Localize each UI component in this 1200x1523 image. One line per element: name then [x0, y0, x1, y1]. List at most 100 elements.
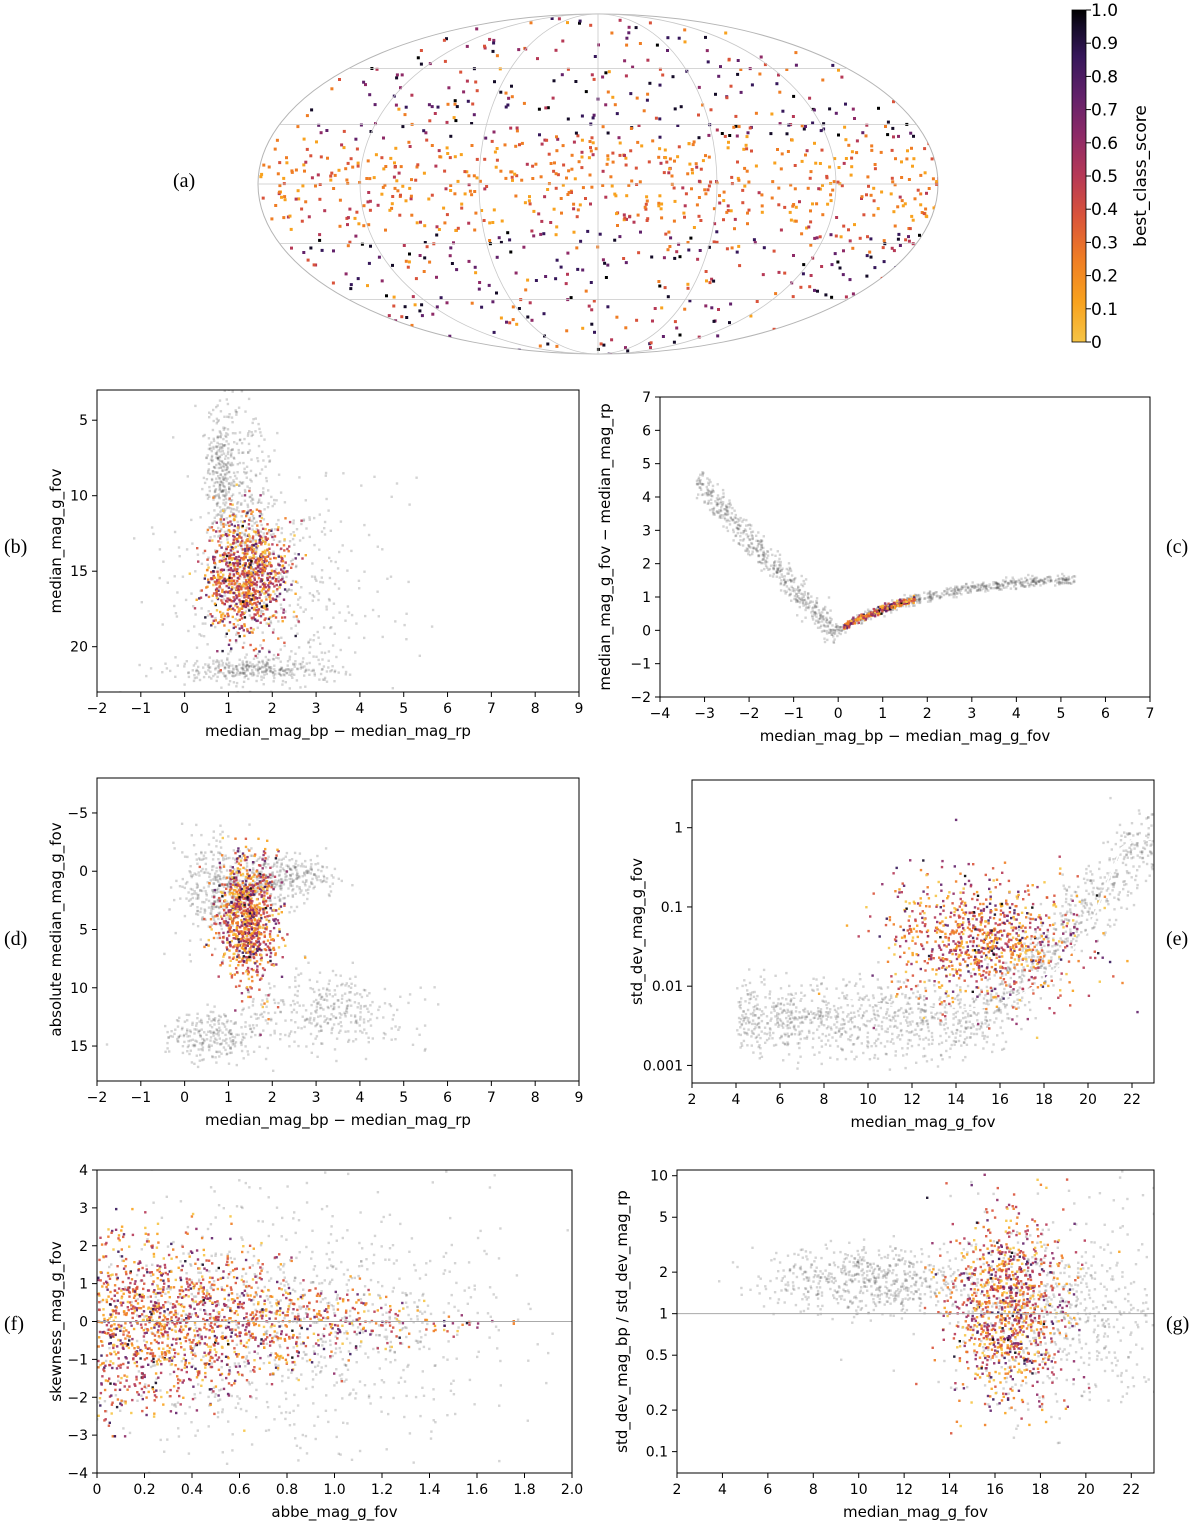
sky-map-point	[342, 129, 346, 133]
sky-map-point	[699, 219, 703, 222]
sky-map-point	[276, 172, 280, 176]
sky-map-point	[755, 300, 759, 303]
highlight-point	[864, 618, 867, 621]
background-point	[310, 669, 313, 673]
sky-map-point	[482, 219, 486, 222]
sky-map-point	[590, 136, 594, 140]
background-point	[195, 873, 198, 876]
background-point	[1038, 580, 1041, 584]
highlight-point	[288, 545, 291, 548]
background-point	[238, 673, 241, 676]
background-point	[228, 485, 231, 489]
background-point	[251, 528, 254, 531]
background-point	[776, 568, 780, 571]
background-point	[219, 435, 222, 438]
highlight-point	[245, 573, 249, 576]
background-point	[752, 546, 756, 549]
highlight-point	[241, 607, 244, 610]
highlight-point	[235, 483, 238, 486]
highlight-point	[215, 587, 219, 590]
background-point	[211, 428, 215, 432]
background-point	[987, 589, 990, 592]
highlight-point	[236, 595, 239, 598]
sky-map-point	[478, 281, 482, 284]
sky-map-point	[410, 323, 414, 327]
background-point	[216, 456, 220, 459]
background-point	[226, 428, 230, 431]
background-point	[201, 622, 204, 625]
background-point	[291, 558, 294, 561]
background-point	[727, 512, 730, 516]
sky-map-point	[760, 193, 764, 197]
sky-map-point	[452, 116, 456, 120]
background-point	[745, 524, 748, 527]
highlight-point	[241, 583, 244, 587]
highlight-point	[282, 571, 286, 574]
background-point	[195, 886, 199, 889]
background-point	[1031, 580, 1034, 583]
background-point	[381, 635, 384, 639]
sky-map-point	[646, 58, 650, 62]
sky-map-point	[639, 230, 642, 234]
background-point	[233, 868, 236, 871]
background-point	[302, 518, 306, 521]
background-point	[251, 618, 254, 621]
sky-map-point	[632, 220, 636, 224]
background-point	[708, 493, 711, 496]
background-point	[165, 667, 169, 670]
background-point	[229, 476, 232, 479]
highlight-point	[249, 626, 253, 630]
background-point	[226, 402, 230, 406]
sky-map-point	[570, 167, 574, 171]
sky-map-point	[623, 154, 626, 157]
background-point	[1042, 579, 1045, 582]
background-point	[223, 415, 226, 418]
background-point	[224, 854, 227, 857]
highlight-point	[261, 527, 265, 530]
background-point	[809, 600, 812, 603]
background-point	[736, 531, 739, 535]
colorbar-gradient	[1071, 9, 1087, 343]
background-point	[208, 526, 211, 529]
background-point	[207, 468, 211, 471]
background-point	[162, 560, 165, 563]
background-point	[294, 660, 297, 663]
sky-map-point	[665, 160, 669, 164]
background-point	[802, 602, 805, 605]
highlight-point	[217, 621, 220, 625]
background-point	[790, 579, 793, 582]
highlight-point	[283, 549, 286, 552]
highlight-point	[261, 563, 264, 566]
background-point	[789, 593, 792, 596]
background-point	[746, 548, 749, 551]
background-point	[263, 673, 266, 676]
background-point	[1014, 580, 1017, 583]
background-point	[245, 877, 248, 881]
background-point	[279, 491, 283, 494]
background-point	[1013, 581, 1017, 585]
background-point	[251, 524, 254, 528]
background-point	[779, 582, 783, 585]
background-point	[779, 563, 782, 566]
background-point	[702, 493, 705, 496]
background-point	[217, 466, 220, 470]
background-point	[1024, 579, 1028, 583]
background-point	[996, 583, 999, 586]
sky-map-point	[673, 107, 677, 111]
highlight-point	[207, 581, 210, 584]
highlight-point	[275, 595, 279, 598]
sky-map-point	[436, 105, 440, 109]
sky-map-point	[777, 203, 781, 207]
highlight-point	[256, 545, 260, 548]
background-point	[953, 588, 956, 591]
sky-map-point	[667, 171, 671, 175]
sky-map-point	[297, 197, 301, 201]
sky-map-point	[312, 263, 316, 267]
background-point	[220, 523, 223, 526]
highlight-point	[241, 556, 244, 560]
highlight-point	[896, 604, 900, 607]
background-point	[807, 597, 810, 600]
sky-map-point	[725, 210, 729, 214]
background-point	[731, 506, 734, 510]
background-point	[204, 862, 207, 866]
